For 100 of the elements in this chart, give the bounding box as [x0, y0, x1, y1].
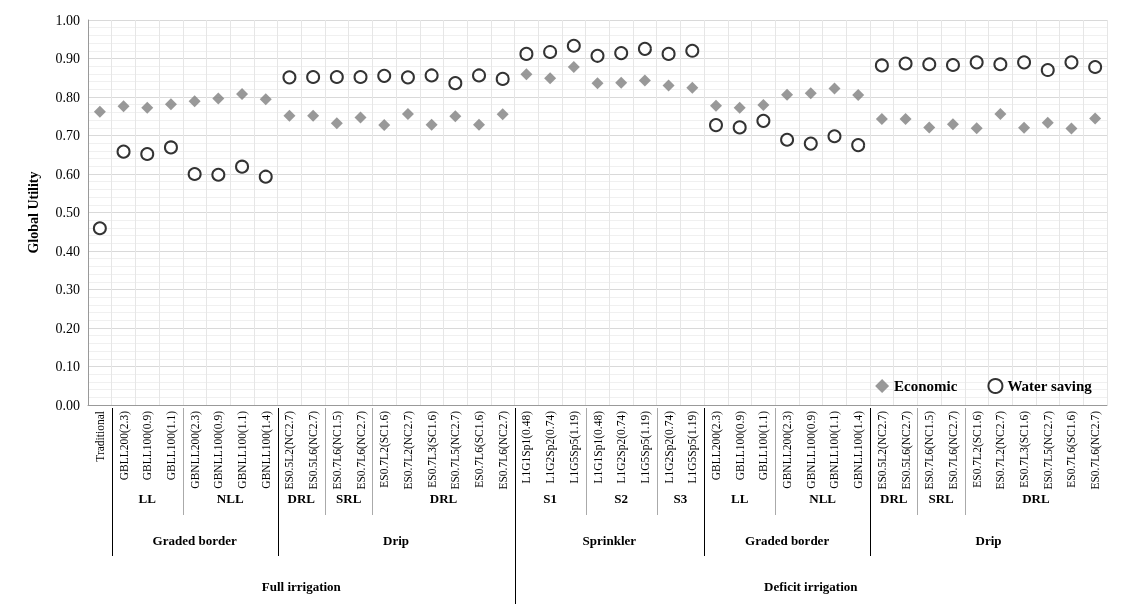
point — [851, 138, 866, 153]
point — [353, 69, 368, 84]
x-tick-label: ES0.7L5(NC2.7) — [449, 410, 463, 490]
text: DRL — [879, 490, 908, 506]
x-tick-label: ES0.5L2(NC2.7) — [283, 410, 297, 490]
point — [401, 107, 414, 120]
text: DRL — [287, 490, 316, 506]
point — [235, 159, 250, 174]
y-axis-title: Global Utility — [25, 171, 41, 254]
x-tick-label: ES0.7L6(NC2.7) — [1089, 410, 1103, 490]
point — [945, 58, 960, 73]
text: Sprinkler — [582, 532, 637, 548]
point — [448, 76, 463, 91]
x-tick-label: GBLL100(0.9) — [733, 410, 747, 481]
x-tick-label: GBNLL100(0.9) — [212, 410, 226, 489]
point — [780, 132, 795, 147]
y-tick-label: 0.20 — [55, 320, 80, 336]
point — [283, 109, 296, 122]
point — [709, 99, 722, 112]
text: Graded border — [745, 532, 830, 548]
point — [662, 79, 675, 92]
point — [1040, 63, 1055, 78]
text: Drip — [383, 532, 410, 548]
x-tick-label: L1G1Sp1(0.48) — [591, 410, 605, 484]
x-tick-label: ES0.7L3(SC1.6) — [1018, 410, 1032, 488]
point — [614, 46, 629, 61]
point — [733, 101, 746, 114]
point — [495, 71, 510, 86]
point — [307, 109, 320, 122]
point — [212, 92, 225, 105]
x-tick-label: L1G2Sp2(0.74) — [544, 410, 558, 484]
point — [638, 74, 651, 87]
x-tick-label: ES0.7L6(NC1.5) — [330, 410, 344, 490]
point — [400, 70, 415, 85]
point — [709, 118, 723, 133]
y-tick-label: 0.70 — [55, 128, 80, 143]
point — [164, 98, 177, 111]
point — [567, 60, 580, 73]
text: NLL — [216, 490, 244, 506]
point — [993, 57, 1008, 72]
y-tick-label: 0.90 — [55, 51, 80, 66]
legend-label: Water saving — [1007, 378, 1093, 394]
point — [828, 82, 841, 95]
text: LL — [731, 490, 749, 506]
x-tick-label: L1G2Sp2(0.74) — [615, 410, 629, 484]
point — [804, 87, 817, 100]
point — [1017, 55, 1032, 70]
x-tick-label: GBLL200(2.3) — [117, 410, 131, 481]
point — [282, 70, 297, 85]
text: NLL — [809, 490, 837, 506]
x-tick-label: ES0.5L6(NC2.7) — [899, 410, 913, 490]
point — [425, 118, 438, 131]
point — [1064, 55, 1079, 70]
x-tick-label: Traditional — [93, 411, 106, 462]
point — [1089, 112, 1102, 125]
point — [259, 93, 272, 106]
x-tick-label: GBLL100(0.9) — [141, 410, 155, 481]
point — [685, 43, 700, 58]
point — [827, 129, 842, 144]
point — [473, 118, 486, 131]
point — [637, 41, 652, 56]
point — [519, 46, 534, 61]
x-tick-label: ES0.7L6(SC1.6) — [1065, 410, 1079, 488]
point — [852, 89, 865, 102]
x-tick-label: L1G5Sp5(1.19) — [638, 410, 652, 484]
point — [424, 68, 439, 83]
y-tick-label: 1.00 — [55, 12, 80, 28]
point — [449, 110, 462, 123]
x-tick-label: L1G1Sp1(0.48) — [520, 410, 534, 484]
point — [117, 100, 130, 113]
point — [116, 144, 131, 159]
y-tick-label: 0.10 — [55, 359, 80, 374]
y-tick-label: 0.50 — [55, 205, 80, 220]
x-tick-label: GBNLL200(2.3) — [188, 410, 202, 489]
text: DRL — [429, 490, 458, 506]
x-tick-label: ES0.5L6(NC2.7) — [307, 410, 321, 490]
y-tick-label: 0.00 — [55, 397, 80, 413]
point — [661, 46, 676, 61]
text: LL — [138, 490, 157, 506]
point — [923, 121, 936, 134]
x-tick-label: L1G5Sp5(1.19) — [686, 410, 700, 484]
point — [994, 107, 1007, 120]
point — [378, 119, 391, 132]
x-tick-label: ES0.7L2(SC1.6) — [970, 410, 984, 488]
x-tick-label: GBNLL100(1.1) — [828, 410, 842, 489]
point — [543, 44, 558, 59]
y-tick-label: 0.80 — [55, 89, 80, 105]
x-tick-label: ES0.7L6(NC2.7) — [496, 410, 510, 490]
text: Deficit irrigation — [764, 578, 859, 594]
point — [258, 169, 273, 184]
text: S2 — [614, 490, 629, 506]
x-tick-label: ES0.7L2(NC2.7) — [994, 410, 1008, 490]
point — [92, 221, 107, 236]
x-tick-label: ES0.7L5(NC2.7) — [1041, 410, 1055, 490]
text: Drip — [975, 532, 1002, 548]
x-tick-label: ES0.7L2(SC1.6) — [378, 410, 392, 488]
point — [686, 81, 699, 94]
y-tick-label: 0.30 — [55, 282, 80, 297]
point — [1088, 59, 1103, 74]
text: Full irrigation — [261, 578, 342, 594]
